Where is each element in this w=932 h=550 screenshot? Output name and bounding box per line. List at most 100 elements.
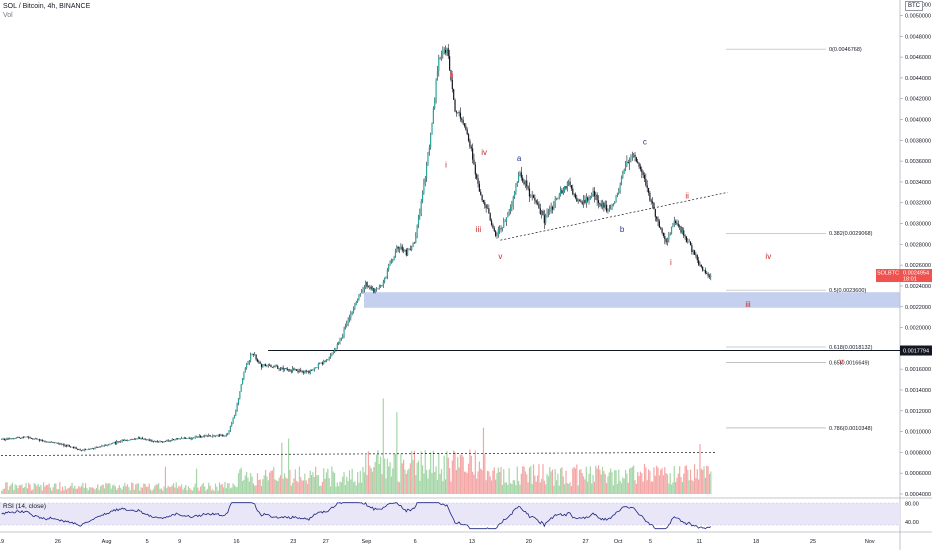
volume-bar	[562, 476, 564, 494]
rsi-tick-label: 40.00	[905, 520, 919, 526]
time-tick-label: 5	[146, 539, 149, 545]
volume-bar	[642, 481, 644, 494]
candle-down	[270, 365, 272, 367]
volume-bar	[331, 466, 333, 494]
volume-bar	[702, 469, 704, 494]
candle-up	[244, 368, 246, 372]
candle-down	[172, 439, 175, 440]
volume-bar	[107, 483, 110, 494]
volume-bar	[404, 469, 406, 494]
volume-bar	[240, 467, 242, 494]
price-tick-label: 0.0030000	[905, 222, 931, 228]
candle-up	[681, 230, 683, 233]
candle-down	[684, 235, 686, 237]
volume-bar	[573, 466, 575, 494]
volume-bar	[355, 485, 357, 494]
candle-up	[135, 438, 137, 440]
candle-up	[11, 438, 14, 439]
volume-bar	[227, 483, 229, 494]
candle-down	[32, 438, 34, 440]
candle-up	[287, 369, 290, 371]
candle-up	[240, 384, 242, 392]
candle-down	[156, 441, 158, 443]
rsi-tick-label: 80.00	[905, 502, 919, 508]
volume-bar	[90, 487, 92, 494]
price-axis[interactable]: 0.00520000.00500000.00480000.00460000.00…	[900, 3, 931, 499]
volume-bar	[587, 481, 589, 494]
candle-down	[367, 286, 370, 288]
candle-up	[416, 225, 418, 237]
volume-bar	[662, 475, 665, 494]
candle-up	[352, 308, 355, 313]
candle-down	[221, 435, 223, 436]
candle-up	[327, 359, 329, 361]
volume-bar	[503, 469, 505, 494]
volume-bar	[618, 469, 620, 494]
candle-up	[439, 57, 441, 58]
volume-bar	[256, 473, 259, 494]
volume-bar	[218, 482, 221, 494]
volume-bar	[147, 486, 149, 494]
candle-up	[101, 445, 103, 447]
volume-bar	[327, 468, 329, 494]
candle-up	[611, 206, 613, 209]
candle-up	[564, 186, 566, 192]
volume-bar	[350, 479, 352, 494]
candle-down	[539, 208, 541, 214]
volume-bar	[440, 468, 443, 494]
volume-bar	[167, 485, 169, 494]
time-tick-label: 9	[178, 539, 181, 545]
volume-bar	[539, 482, 541, 494]
candle-up	[216, 435, 218, 437]
volume-bar	[210, 490, 213, 494]
currency-badge[interactable]: BTC	[905, 1, 923, 11]
volume-bar	[665, 473, 667, 494]
volume-bar	[187, 486, 190, 494]
candle-up	[90, 448, 92, 450]
volume-bar	[235, 486, 237, 494]
candle-up	[354, 305, 356, 309]
volume-bar	[285, 477, 287, 494]
candle-up	[159, 441, 161, 443]
candle-up	[336, 343, 338, 349]
candle-up	[519, 172, 521, 175]
candle-up	[94, 447, 96, 449]
volume-bar	[661, 468, 663, 494]
support-zone	[363, 292, 901, 308]
candle-down	[315, 367, 317, 369]
volume-bar	[463, 471, 466, 494]
candle-up	[423, 184, 425, 193]
volume-bar	[708, 473, 711, 494]
candle-up	[57, 443, 60, 444]
candle-up	[457, 112, 459, 113]
volume-bar	[408, 468, 410, 494]
candle-down	[205, 435, 207, 437]
candle-down	[603, 202, 605, 208]
volume-bar	[381, 474, 383, 494]
price-tick-label: 0.0046000	[905, 55, 931, 61]
volume-bar	[121, 489, 123, 494]
candle-up	[232, 418, 234, 424]
candle-up	[7, 438, 10, 440]
candle-up	[411, 246, 413, 250]
volume-bar	[309, 470, 311, 494]
symbol-tag	[876, 269, 900, 283]
volume-bar	[84, 483, 87, 494]
price-tick-label: 0.0010000	[905, 430, 931, 436]
volume-bar	[101, 485, 103, 494]
price-tick-label: 0.0004000	[905, 492, 931, 498]
volume-bar	[71, 482, 73, 494]
time-axis[interactable]: 19 26 Aug 5 9 16 23 27 Sep 6 13 20 27 Oct 5 11 18 25 Nov	[0, 539, 875, 545]
rsi-label[interactable]: RSI (14, close)	[3, 503, 46, 510]
volume-bar	[340, 482, 342, 494]
candle-down	[472, 148, 474, 160]
candle-down	[38, 439, 41, 441]
candle-up	[191, 437, 194, 439]
volume-bar	[56, 489, 58, 494]
volume-bar	[55, 483, 57, 494]
volume-bar	[136, 483, 138, 494]
volume-bar	[7, 490, 10, 494]
candle-up	[378, 287, 380, 289]
volume-bar	[248, 481, 250, 494]
